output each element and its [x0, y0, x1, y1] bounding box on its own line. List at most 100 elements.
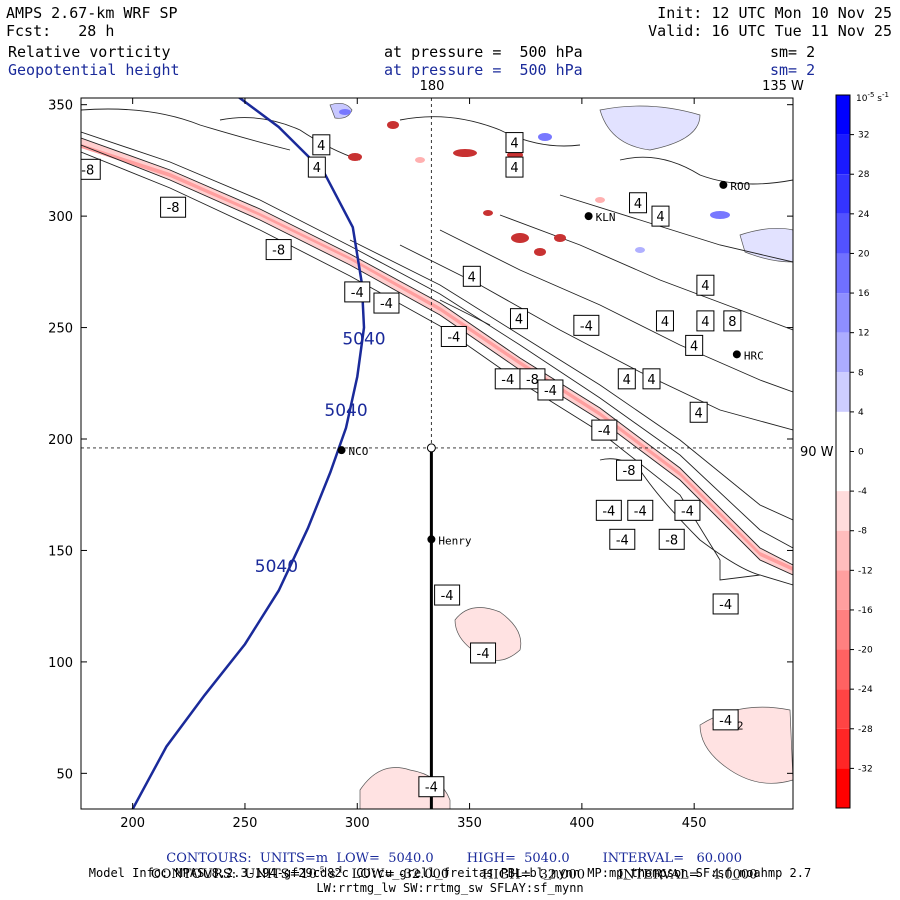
vorticity-contour — [81, 151, 793, 586]
field1-pressure: at pressure = 500 hPa — [384, 43, 583, 61]
footer-height-interval: INTERVAL= 60.000 — [602, 851, 742, 866]
vorticity-label-text: 4 — [317, 139, 325, 154]
y-tick-label: 350 — [48, 99, 73, 114]
plot-frame — [80, 97, 794, 810]
plot-area — [81, 98, 793, 809]
vorticity-label-box — [591, 419, 618, 441]
vorticity-label-box — [617, 368, 636, 390]
vorticity-label-text: -4 — [447, 330, 460, 345]
vorticity-contour-label: 4 — [689, 401, 708, 423]
vorticity-label-box — [344, 281, 371, 303]
colorbar-box — [836, 649, 850, 690]
colorbar-labels: 32 28 24 20 16 12 8 4 0 -4 -8 -12 -16 -20 -24 -28 -32 — [850, 131, 873, 774]
vorticity-label-box — [609, 528, 636, 550]
vorticity-speckle — [710, 211, 730, 219]
height-labels: 5040 5040 5040 — [255, 330, 386, 577]
vorticity-label-box — [658, 528, 685, 550]
vorticity-speckle — [595, 197, 605, 203]
colorbar-box — [836, 293, 850, 333]
x-tick-label: 300 — [345, 816, 370, 831]
colorbar-label: 16 — [858, 289, 870, 299]
vorticity-contour-label: -4 — [609, 528, 636, 550]
colorbar-label: -16 — [858, 606, 873, 616]
colorbar-box — [836, 689, 850, 729]
colorbar-label: -8 — [858, 527, 867, 537]
model-title: AMPS 2.67-km WRF SP — [6, 4, 178, 22]
vorticity-contour — [559, 194, 793, 263]
vorticity-label-text: -4 — [681, 504, 694, 519]
vorticity-speckle — [483, 210, 493, 216]
vorticity-label-box — [505, 156, 524, 178]
vorticity-speckle — [387, 121, 399, 129]
colorbar-box — [836, 253, 850, 294]
vorticity-contour-label: -4 — [591, 419, 618, 441]
vorticity-label-box — [373, 292, 400, 314]
colorbar-label: 20 — [858, 249, 870, 259]
vorticity-label-box — [505, 132, 524, 154]
vorticity-label-box — [629, 192, 648, 214]
colorbar-box — [836, 174, 850, 214]
vorticity-label-text: -4 — [501, 373, 514, 388]
vorticity-speckle — [534, 248, 546, 256]
vorticity-label-box — [573, 314, 600, 336]
height-contour-label: 5040 — [324, 401, 367, 421]
colorbar-label: 28 — [858, 170, 870, 180]
field2-smooth: sm= 2 — [770, 61, 816, 79]
vorticity-contour-label: -8 — [658, 528, 685, 550]
station-label: Henry — [438, 534, 471, 547]
vorticity-contour-label: -4 — [494, 368, 521, 390]
vorticity-label-box — [434, 584, 461, 606]
vorticity-speckle — [511, 233, 529, 243]
vorticity-contour-label: 4 — [696, 310, 715, 332]
vorticity-label-text: 4 — [695, 406, 703, 421]
vorticity-label-text: 4 — [690, 339, 698, 354]
crosshair-marker — [426, 443, 436, 453]
vorticity-label-text: -4 — [616, 533, 629, 548]
colorbar-box — [836, 134, 850, 175]
colorbar-units: 10-5 s-1 — [856, 91, 889, 104]
vorticity-label-box — [723, 310, 742, 332]
vorticity-contour — [619, 156, 793, 185]
vorticity-contour-label: -8 — [160, 196, 187, 218]
vorticity-label-text: -4 — [598, 424, 611, 439]
station-label: ROO — [730, 180, 750, 193]
vorticity-label-box — [696, 274, 715, 296]
colorbar-box — [836, 95, 850, 135]
field2-pressure: at pressure = 500 hPa — [384, 61, 583, 79]
vorticity-speckle — [635, 247, 645, 253]
vorticity-contour-label: 4 — [505, 156, 524, 178]
y-tick-label: 200 — [48, 433, 73, 448]
height-contour-5040 — [131, 98, 366, 809]
x-tick-label: 350 — [457, 816, 482, 831]
vorticity-contour-label: 4 — [509, 308, 528, 330]
vorticity-contour — [219, 117, 361, 161]
vorticity-label-text: 4 — [510, 137, 518, 152]
vorticity-label-box — [509, 308, 528, 330]
vorticity-contour — [399, 116, 581, 147]
colorbar-label: 32 — [858, 131, 869, 141]
vorticity-contour-label: 8 — [723, 310, 742, 332]
vorticity-label-text: -4 — [602, 504, 615, 519]
height-contour-label: 5040 — [255, 557, 298, 577]
vorticity-contour-label: -4 — [470, 642, 497, 664]
colorbar-box — [836, 728, 850, 769]
height-contour-label: 5040 — [342, 330, 385, 350]
vorticity-contour-label: -4 — [627, 499, 654, 521]
vorticity-label-text: -8 — [526, 373, 539, 388]
vorticity-speckle — [538, 133, 552, 141]
colorbar-box — [836, 570, 850, 610]
positive-vorticity-blob — [599, 105, 701, 151]
vorticity-label-box — [307, 156, 326, 178]
vorticity-contour-label: -4 — [674, 499, 701, 521]
station-marker — [732, 350, 741, 359]
vorticity-label-text: -4 — [634, 504, 647, 519]
vorticity-label-text: 4 — [515, 313, 523, 328]
vorticity-contour-label: 4 — [617, 368, 636, 390]
vorticity-contour-label: -4 — [712, 709, 739, 731]
vorticity-contour — [81, 137, 793, 566]
vorticity-label-text: -4 — [477, 647, 490, 662]
vorticity-contour-label: -8 — [81, 158, 101, 180]
vorticity-label-box — [470, 642, 497, 664]
vorticity-label-box — [651, 205, 670, 227]
